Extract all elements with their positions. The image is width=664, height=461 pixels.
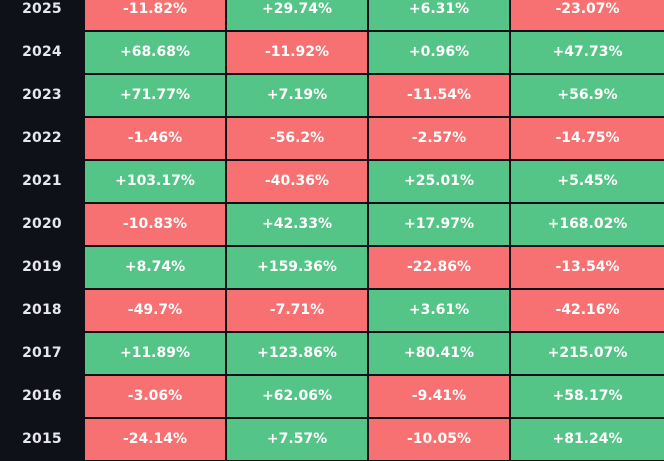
year-label: 2025 [22,1,62,17]
table-row: 2022 -1.46% -56.2% -2.57% -14.75% [0,117,664,160]
return-cell: +81.24% [511,419,664,460]
table-row: 2015 -24.14% +7.57% -10.05% +81.24% [0,418,664,461]
return-cell: -11.54% [369,75,509,116]
return-cell: +159.36% [227,247,367,288]
table-row: 2020 -10.83% +42.33% +17.97% +168.02% [0,203,664,246]
return-cell: +11.89% [85,333,225,374]
year-label: 2016 [22,388,62,404]
table-row: 2016 -3.06% +62.06% -9.41% +58.17% [0,375,664,418]
year-label: 2021 [22,173,62,189]
return-cell: +5.45% [511,161,664,202]
return-cell: +56.9% [511,75,664,116]
return-cell: +62.06% [227,376,367,417]
year-label: 2019 [22,259,62,275]
return-cell: -42.16% [511,290,664,331]
return-cell: +80.41% [369,333,509,374]
return-cell: +42.33% [227,204,367,245]
return-cell: -22.86% [369,247,509,288]
return-cell: -10.05% [369,419,509,460]
return-cell: -1.46% [85,118,225,159]
return-cell: -23.07% [511,0,664,30]
return-cell: +7.57% [227,419,367,460]
return-cell: +47.73% [511,32,664,73]
year-label: 2024 [22,44,62,60]
return-cell: +17.97% [369,204,509,245]
return-cell: -2.57% [369,118,509,159]
return-cell: +0.96% [369,32,509,73]
table-row: 2017 +11.89% +123.86% +80.41% +215.07% [0,332,664,375]
return-cell: +103.17% [85,161,225,202]
year-label: 2020 [22,216,62,232]
table-row: 2024 +68.68% -11.92% +0.96% +47.73% [0,31,664,74]
return-cell: +168.02% [511,204,664,245]
return-cell: -3.06% [85,376,225,417]
return-cell: +3.61% [369,290,509,331]
return-cell: +71.77% [85,75,225,116]
return-cell: +29.74% [227,0,367,30]
return-cell: +8.74% [85,247,225,288]
return-cell: +58.17% [511,376,664,417]
table-row: 2019 +8.74% +159.36% -22.86% -13.54% [0,246,664,289]
year-label: 2015 [22,431,62,447]
table-row: 2025 -11.82% +29.74% +6.31% -23.07% [0,0,664,31]
return-cell: -11.82% [85,0,225,30]
return-cell: -49.7% [85,290,225,331]
year-label: 2018 [22,302,62,318]
return-cell: -13.54% [511,247,664,288]
return-cell: +6.31% [369,0,509,30]
return-cell: -56.2% [227,118,367,159]
table-row: 2023 +71.77% +7.19% -11.54% +56.9% [0,74,664,117]
return-cell: -9.41% [369,376,509,417]
year-label: 2023 [22,87,62,103]
return-cell: +123.86% [227,333,367,374]
return-cell: +7.19% [227,75,367,116]
return-cell: -14.75% [511,118,664,159]
year-label: 2017 [22,345,62,361]
return-cell: -24.14% [85,419,225,460]
table-row: 2018 -49.7% -7.71% +3.61% -42.16% [0,289,664,332]
return-cell: -7.71% [227,290,367,331]
return-cell: +25.01% [369,161,509,202]
return-cell: +68.68% [85,32,225,73]
return-cell: -10.83% [85,204,225,245]
table-row: 2021 +103.17% -40.36% +25.01% +5.45% [0,160,664,203]
return-cell: -40.36% [227,161,367,202]
return-cell: -11.92% [227,32,367,73]
return-cell: +215.07% [511,333,664,374]
year-label: 2022 [22,130,62,146]
